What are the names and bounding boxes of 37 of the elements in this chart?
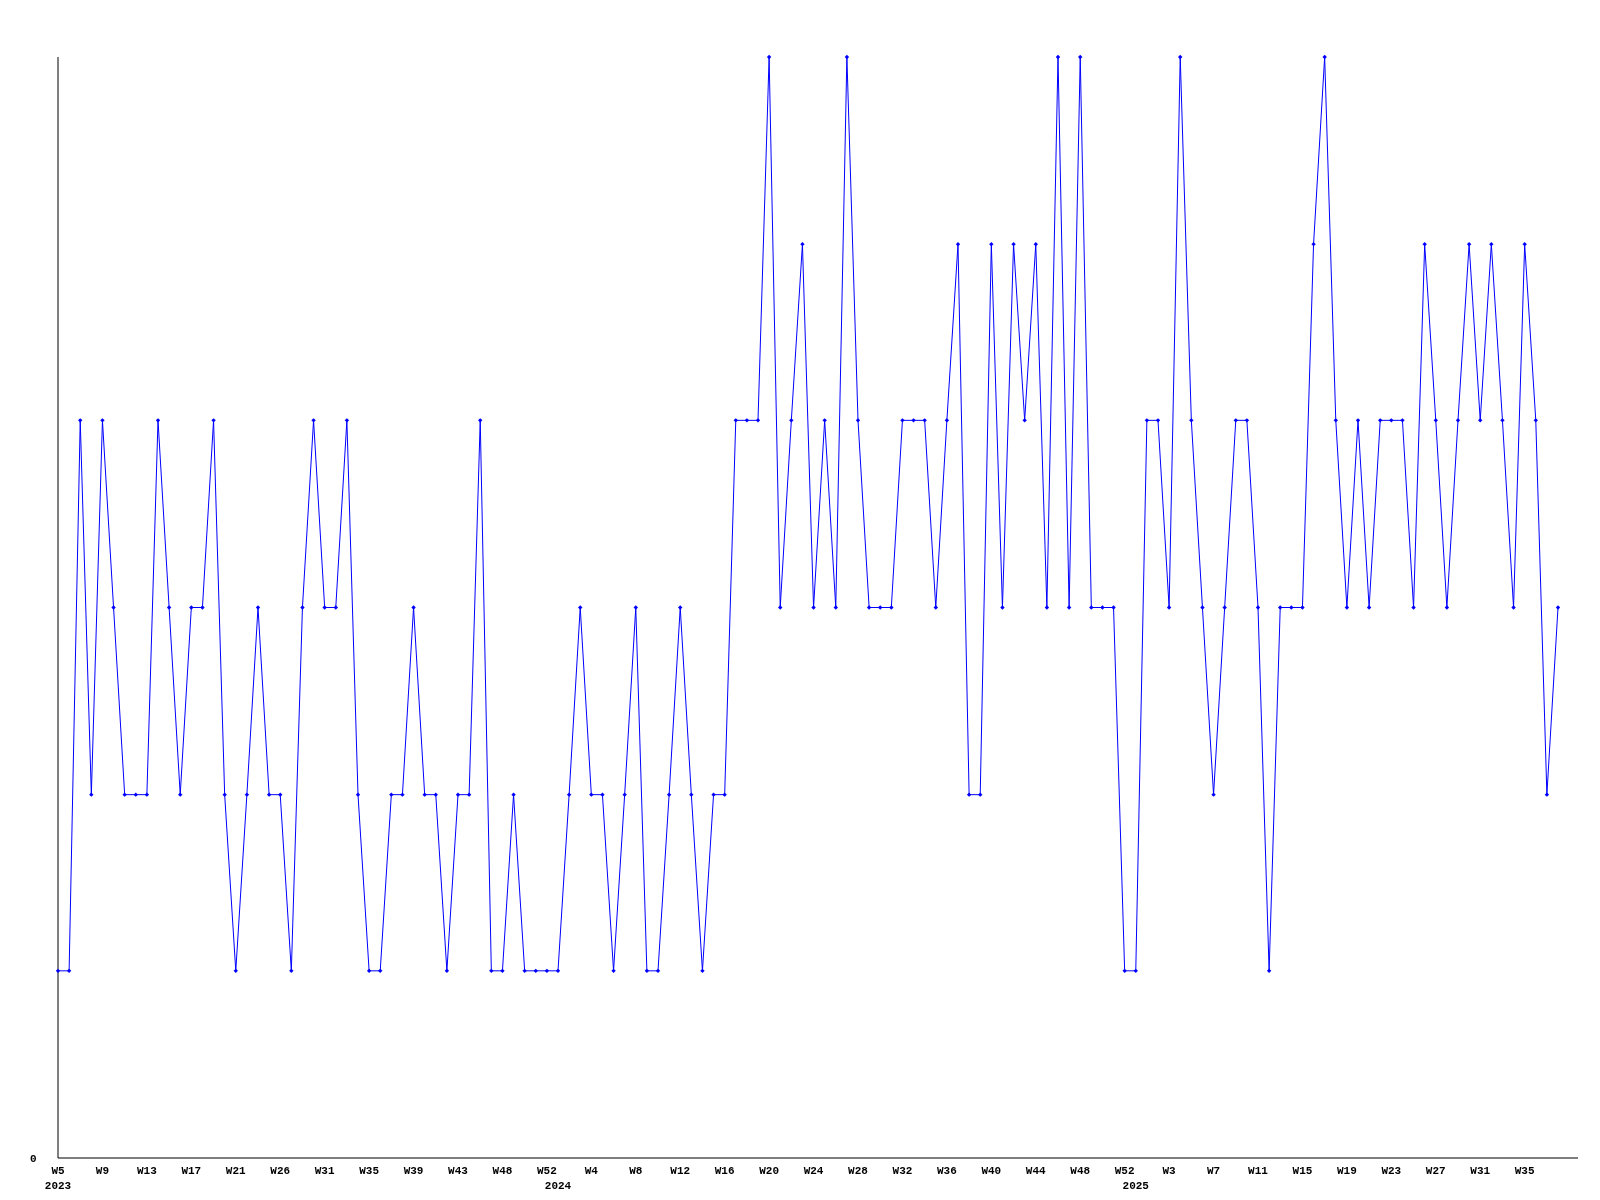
x-tick-label: W13 [136,1165,158,1177]
x-tick-label: W31 [1470,1165,1491,1177]
x-tick-label: 2025 [1122,1180,1150,1192]
x-tick-label: W28 [848,1165,869,1177]
x-tick-label: W48 [1070,1165,1091,1177]
x-tick-label: W35 [1514,1165,1535,1177]
x-tick-label: W15 [1292,1165,1313,1177]
x-tick-label: W3 [1162,1165,1177,1177]
x-tick-label: W16 [714,1165,735,1177]
x-tick-label: W44 [1025,1165,1047,1177]
x-tick-label: W11 [1248,1165,1269,1177]
x-tick-label: W52 [1114,1165,1135,1177]
x-tick-label: W8 [629,1165,643,1177]
x-tick-label: W43 [448,1165,469,1177]
x-tick-label: W20 [759,1165,780,1177]
x-tick-label: W4 [584,1165,599,1177]
x-tick-label: W21 [225,1165,247,1177]
x-tick-label: 2024 [544,1180,572,1192]
x-tick-label: W7 [1206,1165,1221,1177]
x-tick-label: W5 2023 [44,1165,72,1192]
x-tick-label: W32 [892,1165,913,1177]
x-tick-label: W23 [1381,1165,1402,1177]
x-tick-label: W17 [181,1165,202,1177]
x-tick-label: W27 [1425,1165,1446,1177]
text: 0 [30,1153,37,1165]
x-tick-label: W12 [670,1165,691,1177]
x-tick-label: W52 [536,1165,557,1177]
x-tick-label: W40 [981,1165,1002,1177]
x-tick-label: W39 [403,1165,424,1177]
x-tick-label: W35 [359,1165,380,1177]
x-tick-label: W31 [314,1165,335,1177]
x-tick-label: W24 [803,1165,824,1177]
x-tick-label: W26 [270,1165,291,1177]
x-tick-label: W9 [95,1165,110,1177]
x-tick-label: W48 [492,1165,513,1177]
x-tick-label: W19 [1336,1165,1357,1177]
x-tick-label: W36 [936,1165,957,1177]
